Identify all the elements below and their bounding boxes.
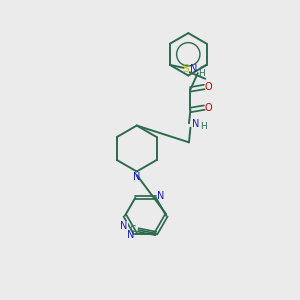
Text: N: N bbox=[133, 172, 140, 182]
Text: N: N bbox=[192, 119, 199, 129]
Text: N: N bbox=[127, 230, 134, 240]
Text: O: O bbox=[205, 82, 212, 92]
Text: H: H bbox=[198, 69, 205, 78]
Text: N: N bbox=[190, 64, 198, 74]
Text: O: O bbox=[205, 103, 212, 112]
Text: N: N bbox=[120, 221, 128, 231]
Text: N: N bbox=[157, 191, 164, 201]
Text: S: S bbox=[183, 64, 189, 74]
Text: H: H bbox=[200, 122, 207, 131]
Text: C: C bbox=[130, 225, 136, 234]
